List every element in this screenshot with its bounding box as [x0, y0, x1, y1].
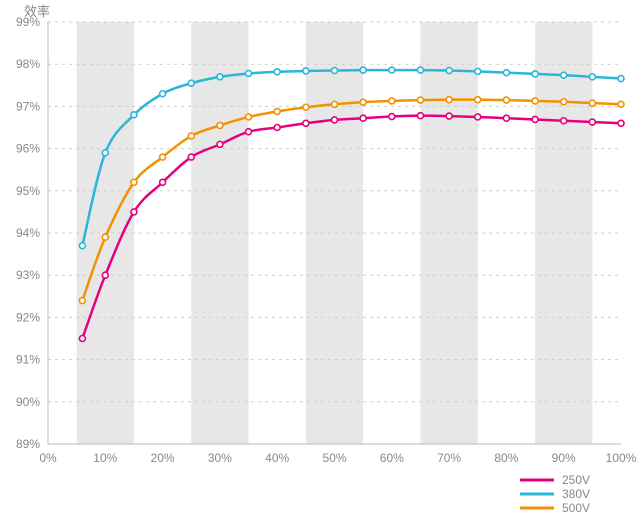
x-tick-label: 70% — [437, 451, 461, 465]
series-marker-380V — [561, 72, 567, 78]
series-marker-380V — [360, 67, 366, 73]
series-marker-250V — [618, 120, 624, 126]
x-tick-label: 30% — [208, 451, 232, 465]
series-marker-500V — [188, 133, 194, 139]
series-marker-380V — [332, 68, 338, 74]
x-tick-label: 50% — [322, 451, 346, 465]
series-marker-500V — [446, 97, 452, 103]
series-marker-380V — [532, 71, 538, 77]
series-marker-500V — [389, 98, 395, 104]
series-marker-380V — [274, 69, 280, 75]
series-marker-500V — [332, 101, 338, 107]
series-marker-250V — [188, 154, 194, 160]
series-marker-250V — [274, 125, 280, 131]
legend-label-500V: 500V — [562, 501, 590, 515]
series-marker-250V — [79, 336, 85, 342]
series-marker-500V — [274, 108, 280, 114]
y-tick-label: 95% — [16, 184, 40, 198]
series-marker-380V — [102, 150, 108, 156]
series-marker-380V — [589, 74, 595, 80]
series-marker-500V — [246, 114, 252, 120]
vband — [535, 22, 592, 444]
x-tick-label: 20% — [151, 451, 175, 465]
series-marker-500V — [417, 97, 423, 103]
series-marker-250V — [389, 114, 395, 120]
series-marker-250V — [332, 117, 338, 123]
series-marker-250V — [532, 116, 538, 122]
y-tick-label: 93% — [16, 268, 40, 282]
series-marker-500V — [303, 104, 309, 110]
x-tick-label: 40% — [265, 451, 289, 465]
series-marker-250V — [589, 119, 595, 125]
y-tick-label: 94% — [16, 226, 40, 240]
x-tick-label: 100% — [606, 451, 637, 465]
x-tick-label: 10% — [93, 451, 117, 465]
x-tick-label: 90% — [552, 451, 576, 465]
y-tick-label: 89% — [16, 437, 40, 451]
x-tick-label: 60% — [380, 451, 404, 465]
series-marker-250V — [160, 179, 166, 185]
series-marker-380V — [217, 74, 223, 80]
series-marker-380V — [503, 70, 509, 76]
y-tick-label: 91% — [16, 353, 40, 367]
series-marker-380V — [131, 112, 137, 118]
series-marker-380V — [188, 80, 194, 86]
x-tick-label: 0% — [39, 451, 57, 465]
y-axis-title: 效率 — [24, 4, 50, 19]
series-marker-250V — [503, 115, 509, 121]
series-marker-250V — [246, 129, 252, 135]
y-tick-label: 98% — [16, 57, 40, 71]
series-marker-500V — [79, 298, 85, 304]
efficiency-chart: 89%90%91%92%93%94%95%96%97%98%99%0%10%20… — [0, 0, 640, 515]
series-marker-500V — [102, 234, 108, 240]
series-marker-500V — [618, 101, 624, 107]
x-tick-label: 80% — [494, 451, 518, 465]
legend-label-250V: 250V — [562, 473, 590, 487]
series-marker-250V — [102, 272, 108, 278]
series-marker-380V — [160, 91, 166, 97]
series-marker-250V — [217, 141, 223, 147]
series-marker-500V — [589, 100, 595, 106]
y-tick-label: 96% — [16, 142, 40, 156]
series-marker-380V — [303, 68, 309, 74]
series-marker-500V — [561, 99, 567, 105]
series-marker-500V — [160, 154, 166, 160]
series-marker-500V — [503, 97, 509, 103]
series-marker-250V — [561, 118, 567, 124]
series-marker-380V — [446, 68, 452, 74]
series-marker-250V — [131, 209, 137, 215]
series-marker-380V — [246, 70, 252, 76]
series-marker-500V — [475, 97, 481, 103]
series-marker-250V — [446, 113, 452, 119]
series-marker-380V — [475, 68, 481, 74]
y-tick-label: 97% — [16, 99, 40, 113]
series-marker-250V — [303, 120, 309, 126]
legend-label-380V: 380V — [562, 487, 590, 501]
series-marker-500V — [131, 179, 137, 185]
series-marker-500V — [217, 122, 223, 128]
series-marker-380V — [417, 67, 423, 73]
series-marker-380V — [389, 67, 395, 73]
series-marker-250V — [475, 114, 481, 120]
series-marker-500V — [360, 99, 366, 105]
series-marker-250V — [360, 115, 366, 121]
series-marker-250V — [417, 113, 423, 119]
series-marker-500V — [532, 98, 538, 104]
series-marker-380V — [79, 243, 85, 249]
y-tick-label: 90% — [16, 395, 40, 409]
series-marker-380V — [618, 76, 624, 82]
y-tick-label: 92% — [16, 310, 40, 324]
